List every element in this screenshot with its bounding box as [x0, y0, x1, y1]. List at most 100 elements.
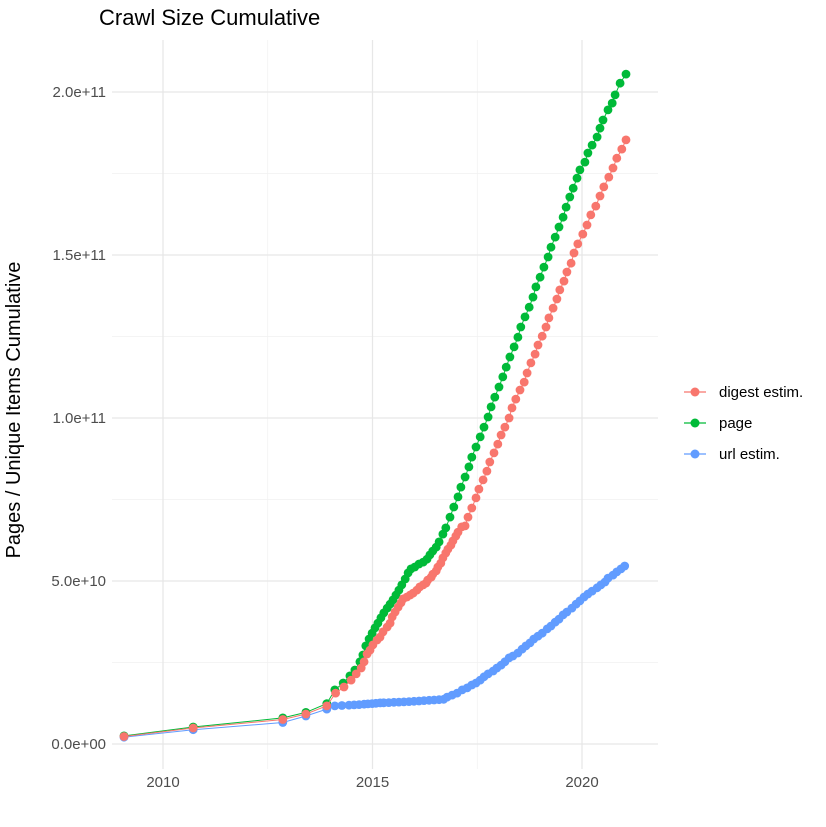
legend-key-dot-url — [690, 449, 700, 459]
data-point-page — [441, 523, 451, 533]
data-point-page — [561, 202, 571, 212]
data-point-digest-estim — [359, 657, 369, 667]
plot-panel — [112, 40, 658, 769]
data-point-page — [528, 292, 538, 302]
y-axis-title: Pages / Unique Items Cumulative — [3, 262, 25, 559]
data-point-digest-estim — [573, 239, 583, 249]
data-point-digest-estim — [339, 682, 349, 692]
data-point-page — [592, 132, 602, 142]
data-point-digest-estim — [188, 723, 198, 733]
data-point-digest-estim — [566, 258, 576, 268]
data-point-digest-estim — [467, 503, 477, 513]
data-point-page — [516, 322, 526, 332]
data-point-digest-estim — [301, 709, 311, 719]
data-point-page — [610, 90, 620, 100]
data-point-digest-estim — [559, 276, 569, 286]
data-point-digest-estim — [511, 394, 521, 404]
data-point-digest-estim — [617, 144, 627, 154]
data-point-page — [520, 312, 530, 322]
data-point-page — [449, 502, 459, 512]
grid-minor — [112, 40, 658, 769]
data-point-digest-estim — [599, 182, 609, 192]
legend-label-url: url estim. — [719, 446, 780, 463]
data-point-page — [583, 148, 593, 158]
data-point-digest-estim — [478, 475, 488, 485]
data-point-page — [607, 98, 617, 108]
data-point-digest-estim — [569, 248, 579, 258]
data-point-digest-estim — [278, 715, 288, 724]
data-point-digest-estim — [604, 172, 614, 182]
data-point-digest-estim — [346, 675, 356, 685]
data-point-page — [580, 157, 590, 167]
data-point-page — [498, 372, 508, 382]
data-point-page — [471, 442, 481, 452]
x-tick-label: 2015 — [356, 774, 389, 791]
data-point-digest-estim — [537, 331, 547, 341]
data-point-page — [587, 140, 597, 150]
data-point-page — [543, 252, 553, 262]
data-point-page — [464, 462, 474, 472]
data-point-page — [475, 432, 485, 442]
y-tick-label: 1.0e+11 — [52, 410, 106, 427]
data-point-page — [575, 165, 585, 175]
data-point-digest-estim — [474, 484, 484, 494]
data-point-page — [572, 173, 582, 183]
data-point-digest-estim — [544, 313, 554, 323]
data-point-digest-estim — [621, 135, 631, 145]
data-point-digest-estim — [612, 153, 622, 163]
data-point-digest-estim — [586, 210, 596, 220]
data-point-digest-estim — [595, 191, 605, 201]
y-tick-label: 1.5e+11 — [52, 247, 106, 264]
data-point-page — [598, 115, 608, 125]
data-point-page — [467, 452, 477, 462]
data-point-page — [456, 482, 466, 492]
data-point-page — [535, 272, 545, 282]
grid-major — [112, 40, 658, 769]
data-point-digest-estim — [500, 422, 510, 432]
data-point-page — [486, 402, 496, 412]
legend-key-dot-digest — [690, 387, 700, 397]
data-point-url-estim — [330, 701, 340, 711]
data-point-digest-estim — [552, 294, 562, 304]
data-point-digest-estim — [493, 439, 503, 449]
data-point-page — [501, 362, 511, 372]
data-point-digest-estim — [119, 732, 129, 741]
data-point-page — [554, 222, 564, 232]
data-point-digest-estim — [608, 163, 618, 173]
data-point-page — [505, 352, 515, 362]
data-point-page — [445, 512, 455, 522]
data-point-digest-estim — [562, 267, 572, 277]
data-point-digest-estim — [555, 285, 565, 295]
legend-label-digest: digest estim. — [719, 384, 803, 401]
data-point-page — [479, 422, 489, 432]
data-point-page — [565, 192, 575, 202]
data-point-url-estim — [337, 701, 347, 710]
data-point-page — [524, 302, 534, 312]
data-point-digest-estim — [351, 669, 361, 679]
legend-item-page: page — [684, 415, 752, 432]
data-point-page — [434, 537, 444, 547]
data-point-page — [460, 472, 470, 482]
data-point-digest-estim — [504, 413, 514, 423]
data-point-page — [513, 332, 523, 342]
legend-item-url-estim: url estim. — [684, 446, 780, 463]
data-point-digest-estim — [578, 229, 588, 239]
data-point-page — [490, 392, 500, 402]
data-point-page — [483, 412, 493, 422]
data-point-digest-estim — [322, 701, 332, 711]
data-point-page — [509, 342, 519, 352]
data-point-digest-estim — [460, 521, 470, 531]
data-point-digest-estim — [515, 385, 525, 395]
legend-key-dot-page — [690, 418, 700, 428]
data-point-digest-estim — [507, 403, 517, 413]
tick-labels: 2010 2015 2020 0.0e+00 5.0e+10 1.0e+11 1.5e+11… — [51, 84, 598, 791]
data-point-digest-estim — [496, 430, 506, 440]
data-point-page — [568, 183, 578, 193]
y-tick-label: 5.0e+10 — [51, 573, 106, 590]
legend: digest estim. page url estim. — [684, 384, 803, 463]
data-point-digest-estim — [530, 349, 540, 359]
series-layer — [119, 69, 631, 742]
x-tick-label: 2020 — [565, 774, 598, 791]
